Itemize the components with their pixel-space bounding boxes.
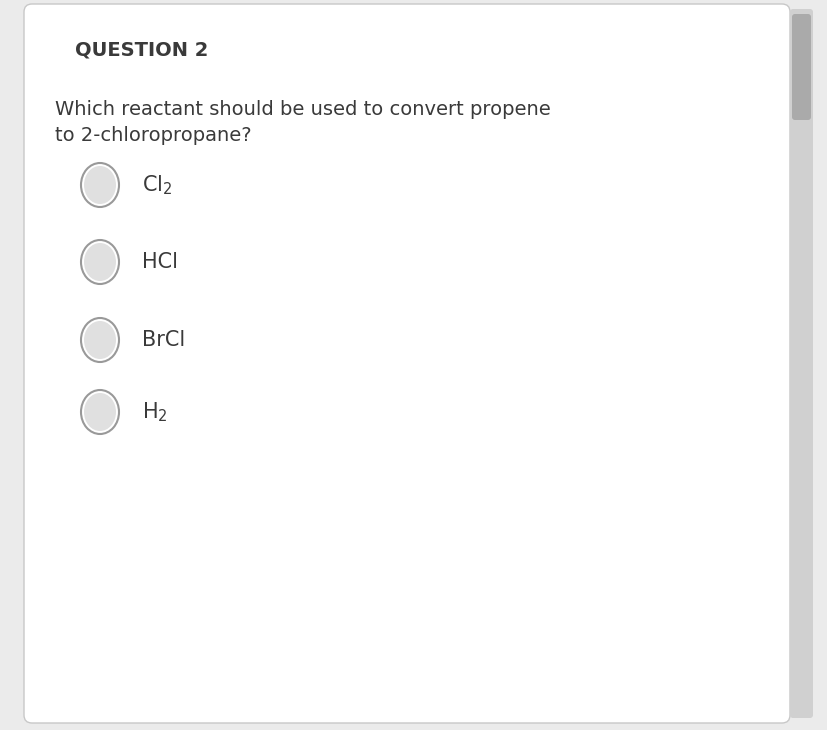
Ellipse shape <box>81 390 119 434</box>
Text: QUESTION 2: QUESTION 2 <box>75 40 208 59</box>
FancyBboxPatch shape <box>791 14 810 120</box>
Text: Which reactant should be used to convert propene: Which reactant should be used to convert… <box>55 100 550 119</box>
Ellipse shape <box>84 243 116 281</box>
Ellipse shape <box>81 318 119 362</box>
Ellipse shape <box>81 240 119 284</box>
Ellipse shape <box>81 163 119 207</box>
Text: HCl: HCl <box>141 252 178 272</box>
Text: to 2-chloropropane?: to 2-chloropropane? <box>55 126 251 145</box>
Ellipse shape <box>84 393 116 431</box>
Ellipse shape <box>84 321 116 359</box>
Ellipse shape <box>84 166 116 204</box>
Text: H$_2$: H$_2$ <box>141 400 168 424</box>
Text: Cl$_2$: Cl$_2$ <box>141 173 172 197</box>
FancyBboxPatch shape <box>789 9 812 718</box>
Text: BrCl: BrCl <box>141 330 185 350</box>
FancyBboxPatch shape <box>24 4 789 723</box>
